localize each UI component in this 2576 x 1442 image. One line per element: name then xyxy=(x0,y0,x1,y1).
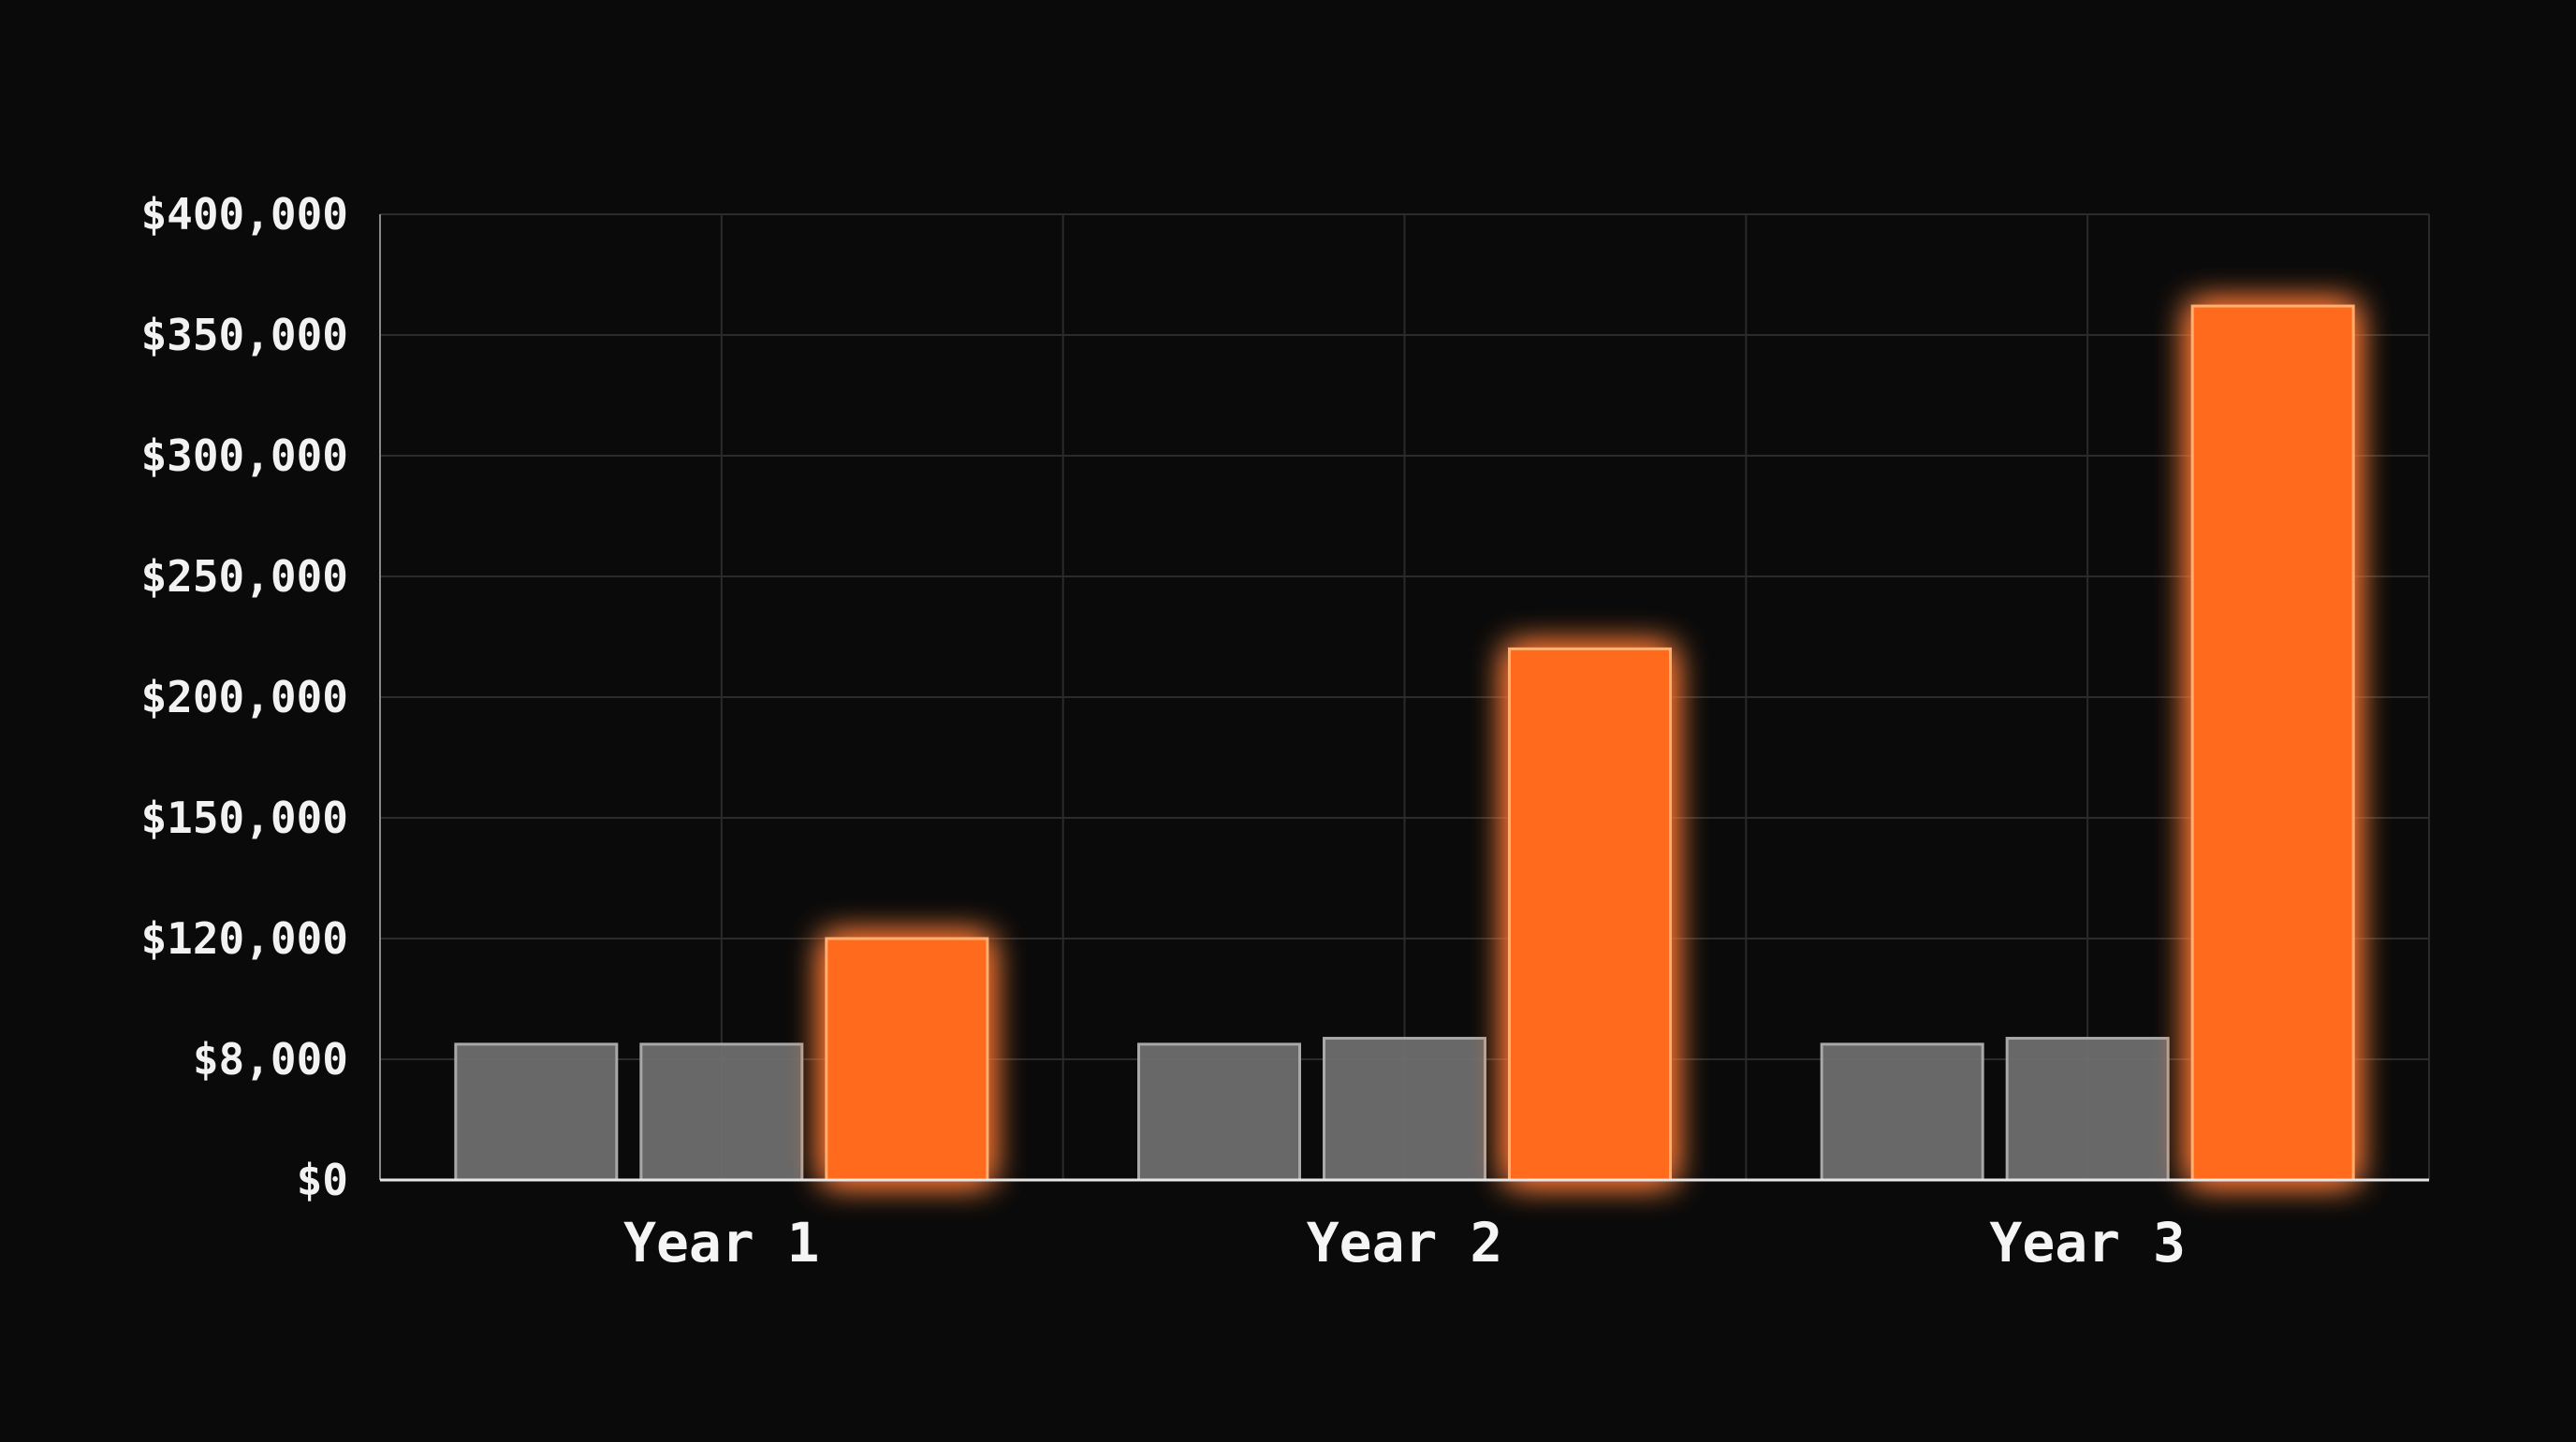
grid-lines xyxy=(380,213,2430,1180)
bars xyxy=(454,304,2355,1182)
bar-baseline xyxy=(454,1042,619,1182)
bar-baseline xyxy=(639,1042,804,1182)
bar-baseline xyxy=(1820,1042,1984,1182)
x-tick-label: Year 2 xyxy=(1307,1211,1503,1274)
y-tick-label: $200,000 xyxy=(140,672,348,722)
y-tick-label: $8,000 xyxy=(193,1034,348,1085)
y-tick-label: $150,000 xyxy=(140,793,348,843)
bar-baseline xyxy=(1323,1037,1486,1182)
y-tick-label: $400,000 xyxy=(140,189,348,240)
bar-baseline xyxy=(1137,1042,1301,1182)
bar-highlight xyxy=(2190,304,2355,1182)
y-tick-label: $250,000 xyxy=(140,551,348,602)
bar-baseline xyxy=(2005,1037,2170,1182)
y-tick-label: $0 xyxy=(297,1155,348,1205)
bar-highlight xyxy=(1508,647,1672,1182)
y-tick-label: $350,000 xyxy=(140,310,348,360)
y-tick-label: $120,000 xyxy=(140,913,348,964)
x-tick-label: Year 1 xyxy=(623,1211,820,1274)
axes xyxy=(379,214,2429,1182)
x-tick-label: Year 3 xyxy=(1989,1211,2186,1274)
tick-labels: $0 $8,000 $120,000 $150,000 $200,000 $250,000… xyxy=(140,189,2185,1274)
bar-highlight xyxy=(825,937,989,1182)
y-tick-label: $300,000 xyxy=(140,430,348,481)
